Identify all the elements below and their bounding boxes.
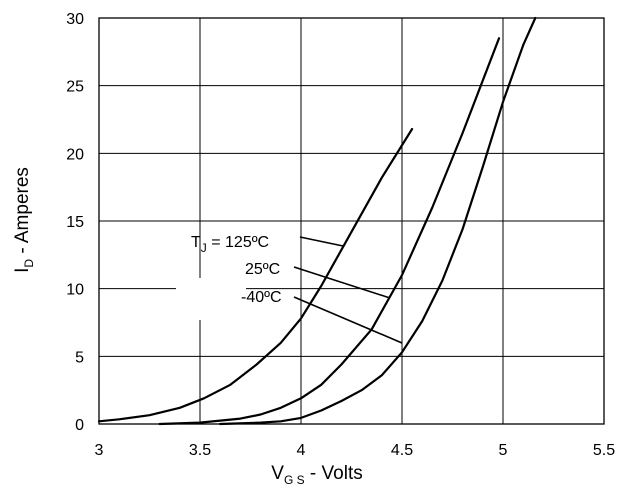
series-line-minus40c bbox=[219, 16, 537, 426]
leader-line-25 bbox=[293, 266, 391, 299]
y-tick-label: 15 bbox=[66, 214, 84, 231]
y-tick-label: 25 bbox=[66, 79, 84, 96]
y-tick-label: 0 bbox=[75, 417, 84, 434]
y-tick-label: 10 bbox=[66, 282, 84, 299]
series-annotations: TJ = 125ºC 25ºC -40ºC bbox=[176, 234, 403, 344]
grid bbox=[99, 18, 604, 424]
series-label-m40: -40ºC bbox=[241, 289, 282, 306]
x-tick-label: 5 bbox=[499, 442, 508, 459]
leader-line-125 bbox=[299, 236, 344, 247]
x-tick-label: 4.5 bbox=[391, 442, 413, 459]
x-tick-labels: 3 3.5 4 4.5 5 5.5 bbox=[95, 442, 616, 459]
x-tick-label: 3 bbox=[95, 442, 104, 459]
series-lines bbox=[97, 16, 537, 426]
x-tick-label: 3.5 bbox=[189, 442, 211, 459]
x-axis-title: VG S - Volts bbox=[271, 463, 362, 487]
series-line-125c bbox=[97, 127, 414, 423]
y-tick-label: 5 bbox=[75, 349, 84, 366]
series-label-125: TJ = 125ºC bbox=[191, 234, 269, 255]
series-line-25c bbox=[158, 37, 501, 426]
y-tick-label: 30 bbox=[66, 11, 84, 28]
y-tick-label: 20 bbox=[66, 146, 84, 163]
series-label-25: 25ºC bbox=[245, 261, 280, 278]
x-tick-label: 5.5 bbox=[593, 442, 615, 459]
x-tick-label: 4 bbox=[297, 442, 306, 459]
plot-area-frame bbox=[98, 17, 605, 425]
y-tick-labels: 0 5 10 15 20 25 30 bbox=[66, 11, 84, 434]
label-mask bbox=[176, 278, 246, 320]
y-axis-title: ID - Amperes bbox=[12, 167, 36, 273]
leader-line-m40 bbox=[293, 296, 403, 344]
